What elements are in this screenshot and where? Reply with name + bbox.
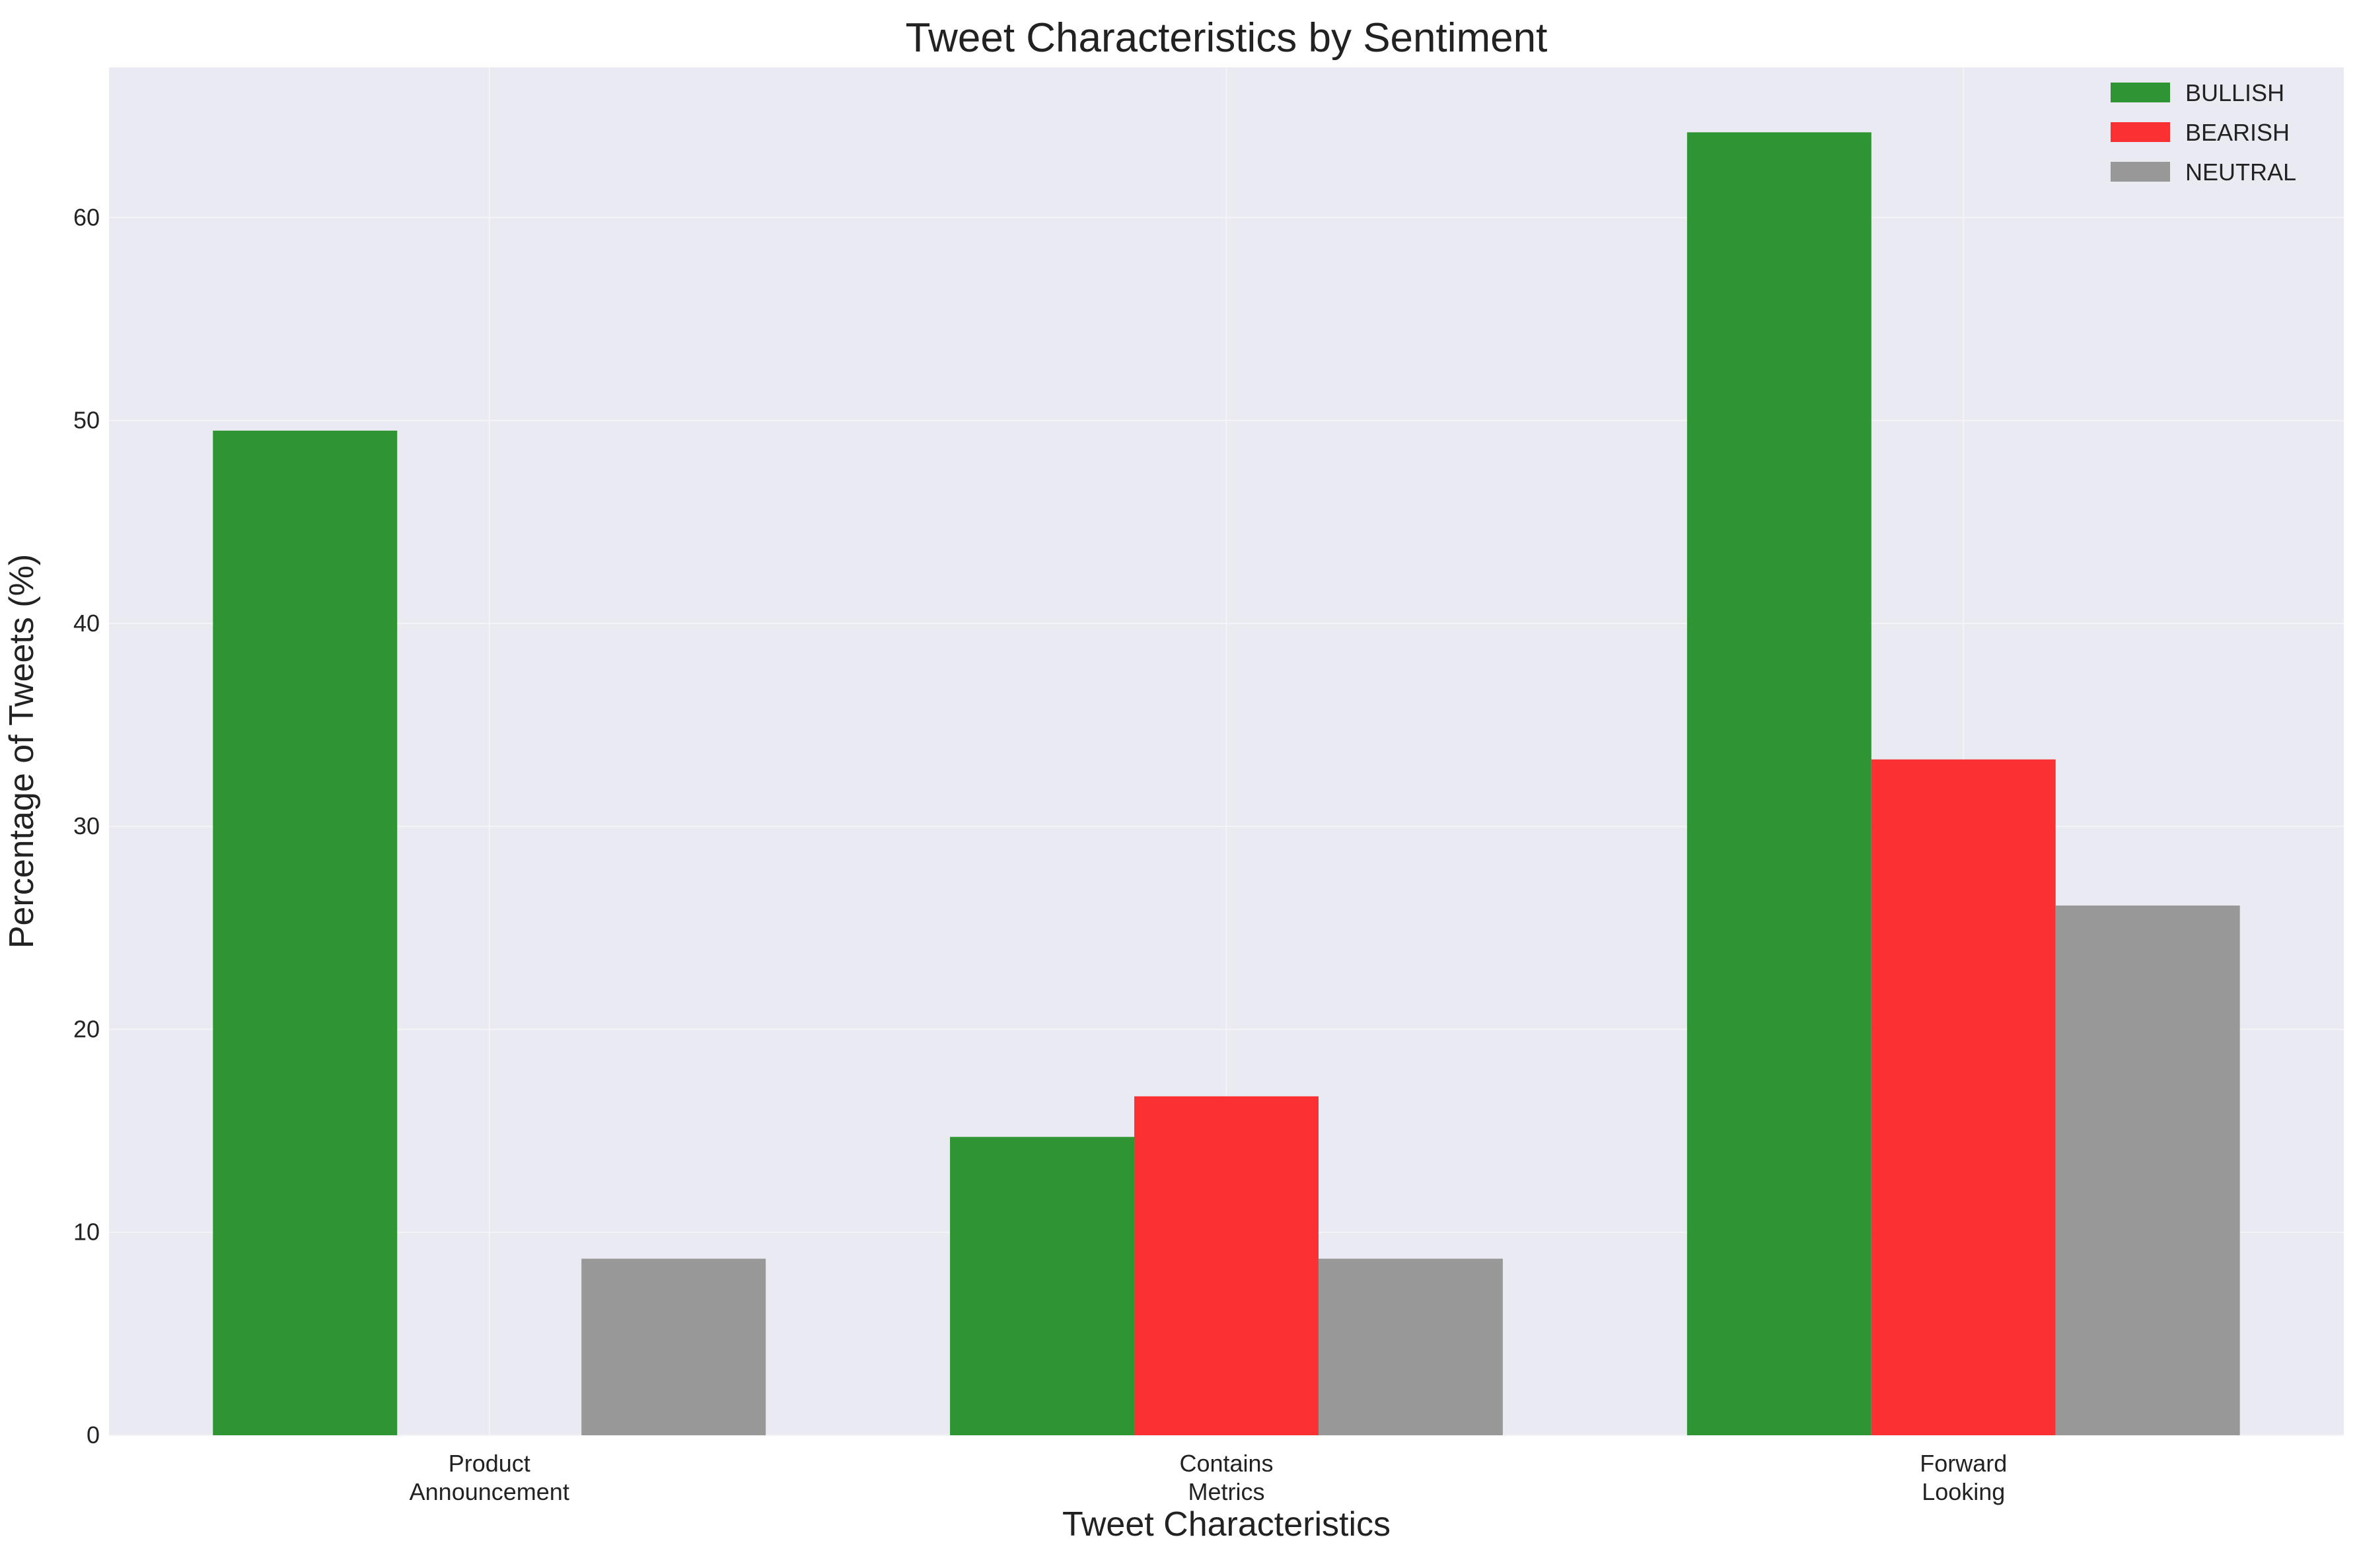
x-tick-label: Contains Metrics: [1179, 1450, 1273, 1505]
legend-label-bullish: BULLISH: [2185, 79, 2284, 106]
legend: BULLISH BEARISH NEUTRAL: [2111, 79, 2296, 186]
x-tick-label: Product Announcement: [410, 1450, 569, 1505]
x-axis-ticks: Product Announcement Contains Metrics Forwar…: [410, 1450, 2008, 1505]
y-axis-ticks: 0 10 20 30 40 50 60: [73, 203, 100, 1448]
x-axis-title: Tweet Characteristics: [1062, 1505, 1391, 1544]
bar-bullish-2: [1687, 132, 1871, 1435]
legend-swatch-bearish: [2111, 122, 2170, 142]
y-tick-label: 20: [73, 1015, 100, 1042]
legend-label-neutral: NEUTRAL: [2185, 159, 2296, 186]
legend-label-bearish: BEARISH: [2185, 119, 2290, 146]
bar-bullish-0: [213, 431, 398, 1435]
bars: [213, 132, 2240, 1435]
legend-swatch-bullish: [2111, 83, 2170, 102]
legend-swatch-neutral: [2111, 162, 2170, 182]
y-tick-label: 0: [87, 1421, 100, 1448]
y-tick-label: 60: [73, 203, 100, 231]
y-axis-title: Percentage of Tweets (%): [3, 554, 41, 948]
y-tick-label: 50: [73, 407, 100, 434]
y-tick-label: 10: [73, 1219, 100, 1246]
y-tick-label: 30: [73, 812, 100, 839]
bar-bearish-2: [1871, 759, 2056, 1435]
bar-bearish-1: [1134, 1096, 1319, 1435]
x-tick-label: Forward Looking: [1920, 1450, 2007, 1505]
chart-title: Tweet Characteristics by Sentiment: [906, 15, 1548, 61]
bar-neutral-2: [2055, 906, 2240, 1435]
bar-neutral-0: [581, 1258, 766, 1435]
bar-bullish-1: [950, 1137, 1135, 1435]
bar-neutral-1: [1318, 1258, 1503, 1435]
y-tick-label: 40: [73, 610, 100, 637]
